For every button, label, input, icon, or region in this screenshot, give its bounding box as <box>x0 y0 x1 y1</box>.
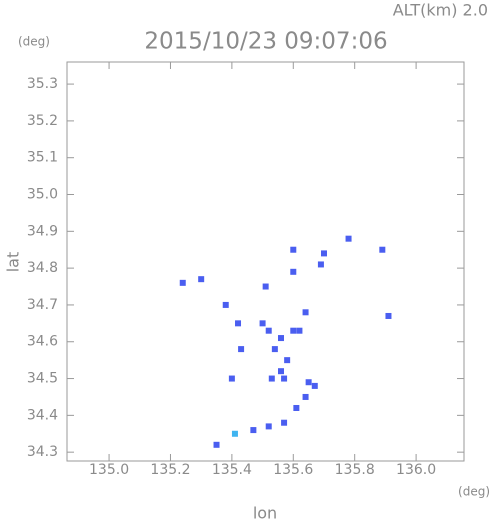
echo <box>379 246 386 253</box>
echo <box>317 261 324 268</box>
y-tick-label: 34.9 <box>27 223 58 239</box>
x-tick-label: 135.6 <box>273 462 313 478</box>
chart-title: 2015/10/23 09:07:06 <box>144 29 387 55</box>
y-tick-label: 34.3 <box>27 444 58 460</box>
y-tick-label: 34.7 <box>27 297 58 313</box>
altitude-label: ALT(km) 2.0 <box>393 1 488 20</box>
y-tick-label: 34.6 <box>27 334 58 350</box>
x-tick-label: 135.8 <box>335 462 375 478</box>
echo <box>231 430 238 437</box>
x-unit: (deg) <box>458 485 490 499</box>
y-tick-label: 35.0 <box>27 187 58 203</box>
echo <box>290 327 297 334</box>
echo <box>213 441 220 448</box>
y-tick-label: 34.8 <box>27 260 58 276</box>
echo <box>238 346 245 353</box>
echo <box>290 246 297 253</box>
x-tick-label: 136.0 <box>396 462 436 478</box>
y-tick-label: 34.5 <box>27 371 58 387</box>
echo <box>265 423 272 430</box>
echo <box>262 283 269 290</box>
echo <box>278 368 285 375</box>
echo <box>290 268 297 275</box>
echo <box>265 327 272 334</box>
y-tick-label: 34.4 <box>27 407 58 423</box>
y-axis-label: lat <box>4 252 23 273</box>
echo <box>281 375 288 382</box>
x-tick-label: 135.4 <box>212 462 252 478</box>
echo <box>302 393 309 400</box>
echo <box>222 301 229 308</box>
x-tick-label: 135.0 <box>89 462 129 478</box>
echo <box>293 404 300 411</box>
echo <box>271 346 278 353</box>
echo <box>198 276 205 283</box>
echo <box>284 357 291 364</box>
echo <box>302 309 309 316</box>
echo <box>250 427 257 434</box>
y-unit: (deg) <box>18 35 50 49</box>
echo <box>385 312 392 319</box>
echo <box>281 419 288 426</box>
echo <box>320 250 327 257</box>
y-tick-label: 35.2 <box>27 113 58 129</box>
echo <box>228 375 235 382</box>
echo <box>278 335 285 342</box>
echo <box>311 382 318 389</box>
echo <box>305 379 312 386</box>
y-tick-label: 35.3 <box>27 76 58 92</box>
plot-frame <box>66 61 465 462</box>
y-tick-label: 35.1 <box>27 150 58 166</box>
x-axis-label: lon <box>253 504 277 521</box>
echo <box>235 320 242 327</box>
echo <box>296 327 303 334</box>
echo <box>179 279 186 286</box>
echo <box>345 235 352 242</box>
echo <box>268 375 275 382</box>
x-tick-label: 135.2 <box>150 462 190 478</box>
echo <box>259 320 266 327</box>
